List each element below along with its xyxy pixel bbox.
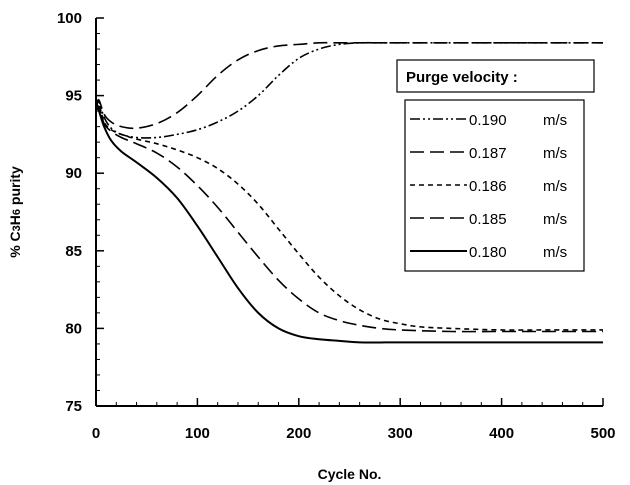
series-line-0-187 bbox=[95, 41, 603, 130]
legend-label: 0.180 bbox=[469, 244, 507, 261]
series-line-0-180 bbox=[95, 101, 603, 344]
tick-labels: 75 80 85 90 95 100 0 100 200 300 400 500 bbox=[57, 10, 616, 442]
y-axis-title-prefix: % C bbox=[7, 231, 23, 257]
legend: Purge velocity : 0.190 m/s 0.187 m/s 0.186 m/… bbox=[396, 59, 595, 272]
legend-unit: m/s bbox=[543, 178, 567, 195]
y-tick-label: 90 bbox=[65, 165, 82, 182]
legend-label: 0.186 bbox=[469, 178, 507, 195]
legend-title-box bbox=[396, 59, 595, 93]
x-tick-label: 400 bbox=[489, 425, 514, 442]
y-axis-title-sub-2: 6 bbox=[11, 209, 23, 215]
x-axis-title: Cycle No. bbox=[318, 466, 382, 482]
legend-label: 0.185 bbox=[469, 211, 507, 228]
x-tick-label: 100 bbox=[185, 425, 210, 442]
legend-entries: 0.190 m/s 0.187 m/s 0.186 m/s 0.185 m/s 0.180 m/s bbox=[410, 112, 567, 261]
y-axis-title-mid: H bbox=[7, 215, 23, 225]
y-tick-label: 95 bbox=[65, 88, 82, 105]
x-tick-label: 0 bbox=[92, 425, 100, 442]
x-tick-label: 500 bbox=[590, 425, 615, 442]
series-line-0-190 bbox=[95, 41, 603, 139]
y-axis-title: % C3H6 purity bbox=[7, 166, 23, 258]
y-tick-label: 100 bbox=[57, 10, 82, 27]
series-line-0-186 bbox=[95, 103, 603, 331]
series-line-0-185 bbox=[95, 105, 603, 333]
legend-unit: m/s bbox=[543, 244, 567, 261]
legend-box bbox=[404, 99, 585, 272]
legend-label: 0.187 bbox=[469, 145, 507, 162]
series-group bbox=[95, 41, 603, 344]
x-tick-label: 300 bbox=[388, 425, 413, 442]
legend-label: 0.190 bbox=[469, 112, 507, 129]
y-tick-label: 80 bbox=[65, 320, 82, 337]
x-tick-label: 200 bbox=[286, 425, 311, 442]
y-tick-label: 75 bbox=[65, 398, 82, 415]
legend-title: Purge velocity : bbox=[406, 69, 518, 86]
ticks bbox=[95, 17, 604, 407]
y-axis-title-suffix: purity bbox=[7, 166, 23, 209]
axes bbox=[95, 18, 603, 407]
legend-unit: m/s bbox=[543, 112, 567, 129]
legend-unit: m/s bbox=[543, 211, 567, 228]
legend-unit: m/s bbox=[543, 145, 567, 162]
y-tick-label: 85 bbox=[65, 243, 82, 260]
y-axis-title-sub-1: 3 bbox=[11, 225, 23, 231]
